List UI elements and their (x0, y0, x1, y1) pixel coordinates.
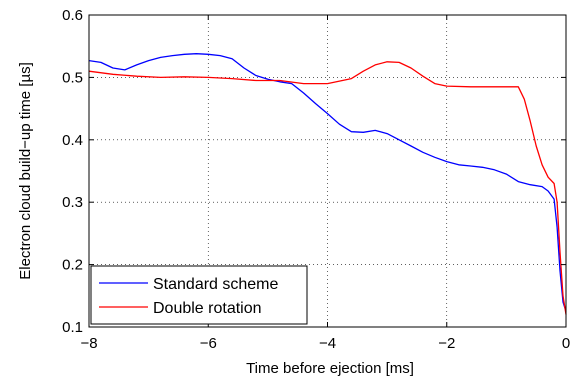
x-tick-label: 0 (562, 335, 570, 352)
y-axis-label: Electron cloud build−up time [µs] (17, 62, 34, 280)
series-line-standard-scheme (88, 53, 567, 312)
legend-label-double-rotation: Double rotation (153, 300, 262, 317)
x-tick-label: −6 (200, 335, 217, 352)
y-tick-label: 0.3 (62, 194, 83, 211)
series-layer (88, 53, 567, 315)
legend: Standard scheme Double rotation (90, 265, 308, 325)
legend-label-standard-scheme: Standard scheme (153, 276, 279, 293)
x-axis-label: Time before ejection [ms] (246, 360, 414, 377)
x-tick-label: −2 (438, 335, 455, 352)
series-line-double-rotation (88, 61, 567, 315)
axis-ticks: −8 −6 −4 −2 0 0.1 0.2 0.3 0.4 0.5 0.6 (62, 7, 570, 352)
y-tick-label: 0.1 (62, 319, 83, 336)
legend-box (90, 265, 308, 325)
x-tick-label: −4 (319, 335, 336, 352)
y-tick-label: 0.4 (62, 132, 83, 149)
y-tick-label: 0.5 (62, 69, 83, 86)
x-tick-label: −8 (80, 335, 97, 352)
y-tick-label: 0.2 (62, 257, 83, 274)
y-tick-label: 0.6 (62, 7, 83, 24)
